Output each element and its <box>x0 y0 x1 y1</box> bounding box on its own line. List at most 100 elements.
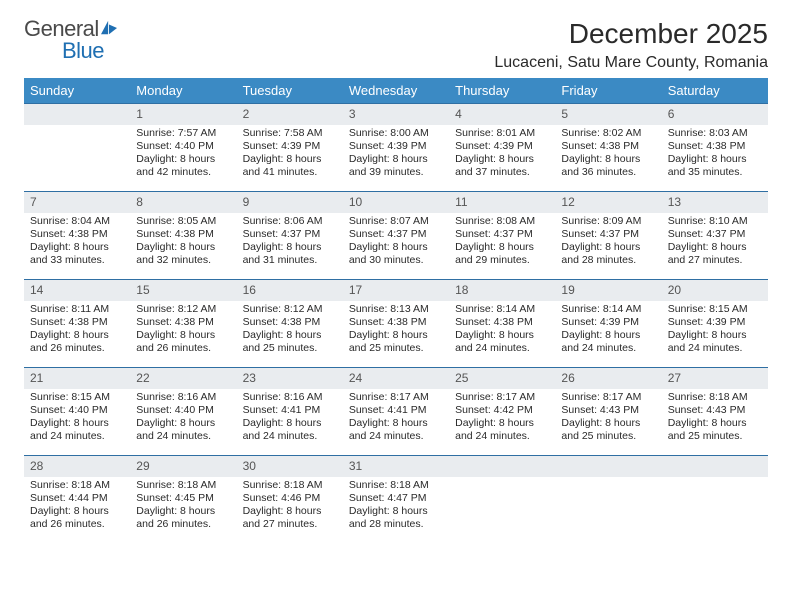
logo-text-blue: Blue <box>62 38 104 63</box>
sunrise-text: Sunrise: 8:06 AM <box>243 215 337 228</box>
sunset-text: Sunset: 4:39 PM <box>243 140 337 153</box>
daylight-text: Daylight: 8 hours and 25 minutes. <box>668 417 762 443</box>
cell-body <box>449 477 555 483</box>
daylight-text: Daylight: 8 hours and 24 minutes. <box>30 417 124 443</box>
daylight-text: Daylight: 8 hours and 42 minutes. <box>136 153 230 179</box>
cell-body: Sunrise: 8:13 AMSunset: 4:38 PMDaylight:… <box>343 301 449 360</box>
calendar-cell <box>555 455 661 543</box>
cell-body: Sunrise: 8:16 AMSunset: 4:40 PMDaylight:… <box>130 389 236 448</box>
logo-text-general: General <box>24 18 99 40</box>
daylight-text: Daylight: 8 hours and 27 minutes. <box>668 241 762 267</box>
calendar-cell: 31Sunrise: 8:18 AMSunset: 4:47 PMDayligh… <box>343 455 449 543</box>
day-number-bar: 21 <box>24 367 130 389</box>
day-number-bar: 18 <box>449 279 555 301</box>
cell-body: Sunrise: 8:18 AMSunset: 4:47 PMDaylight:… <box>343 477 449 536</box>
daylight-text: Daylight: 8 hours and 32 minutes. <box>136 241 230 267</box>
sunset-text: Sunset: 4:38 PM <box>668 140 762 153</box>
daylight-text: Daylight: 8 hours and 39 minutes. <box>349 153 443 179</box>
calendar-cell: 5Sunrise: 8:02 AMSunset: 4:38 PMDaylight… <box>555 103 661 191</box>
daylight-text: Daylight: 8 hours and 24 minutes. <box>455 329 549 355</box>
day-number-bar: 19 <box>555 279 661 301</box>
cell-body <box>24 125 130 131</box>
calendar-cell: 25Sunrise: 8:17 AMSunset: 4:42 PMDayligh… <box>449 367 555 455</box>
day-number-bar: 27 <box>662 367 768 389</box>
cell-body: Sunrise: 8:07 AMSunset: 4:37 PMDaylight:… <box>343 213 449 272</box>
sunset-text: Sunset: 4:38 PM <box>136 316 230 329</box>
sunrise-text: Sunrise: 8:15 AM <box>668 303 762 316</box>
sunset-text: Sunset: 4:38 PM <box>455 316 549 329</box>
day-number-bar: 29 <box>130 455 236 477</box>
sunrise-text: Sunrise: 8:03 AM <box>668 127 762 140</box>
sunset-text: Sunset: 4:38 PM <box>561 140 655 153</box>
daylight-text: Daylight: 8 hours and 26 minutes. <box>136 505 230 531</box>
daylight-text: Daylight: 8 hours and 28 minutes. <box>561 241 655 267</box>
sunrise-text: Sunrise: 8:02 AM <box>561 127 655 140</box>
location-subtitle: Lucaceni, Satu Mare County, Romania <box>494 54 768 72</box>
calendar-week-row: 21Sunrise: 8:15 AMSunset: 4:40 PMDayligh… <box>24 367 768 455</box>
daylight-text: Daylight: 8 hours and 24 minutes. <box>243 417 337 443</box>
sunset-text: Sunset: 4:39 PM <box>561 316 655 329</box>
weekday-header: Sunday <box>24 78 130 103</box>
sunrise-text: Sunrise: 8:15 AM <box>30 391 124 404</box>
sunset-text: Sunset: 4:39 PM <box>668 316 762 329</box>
sunrise-text: Sunrise: 8:18 AM <box>136 479 230 492</box>
sunrise-text: Sunrise: 8:14 AM <box>561 303 655 316</box>
sunrise-text: Sunrise: 8:04 AM <box>30 215 124 228</box>
calendar-week-row: 28Sunrise: 8:18 AMSunset: 4:44 PMDayligh… <box>24 455 768 543</box>
daylight-text: Daylight: 8 hours and 33 minutes. <box>30 241 124 267</box>
cell-body: Sunrise: 8:12 AMSunset: 4:38 PMDaylight:… <box>237 301 343 360</box>
day-number-bar: 16 <box>237 279 343 301</box>
day-number-bar: 1 <box>130 103 236 125</box>
sunrise-text: Sunrise: 8:00 AM <box>349 127 443 140</box>
weekday-header: Tuesday <box>237 78 343 103</box>
day-number-bar: 13 <box>662 191 768 213</box>
sunrise-text: Sunrise: 8:01 AM <box>455 127 549 140</box>
weekday-header: Saturday <box>662 78 768 103</box>
calendar-week-row: 1Sunrise: 7:57 AMSunset: 4:40 PMDaylight… <box>24 103 768 191</box>
day-number-bar: 14 <box>24 279 130 301</box>
day-number-bar: 10 <box>343 191 449 213</box>
calendar-cell: 12Sunrise: 8:09 AMSunset: 4:37 PMDayligh… <box>555 191 661 279</box>
cell-body: Sunrise: 8:14 AMSunset: 4:38 PMDaylight:… <box>449 301 555 360</box>
daylight-text: Daylight: 8 hours and 24 minutes. <box>455 417 549 443</box>
sunrise-text: Sunrise: 7:58 AM <box>243 127 337 140</box>
calendar-week-row: 14Sunrise: 8:11 AMSunset: 4:38 PMDayligh… <box>24 279 768 367</box>
day-number-bar: 6 <box>662 103 768 125</box>
calendar-cell: 6Sunrise: 8:03 AMSunset: 4:38 PMDaylight… <box>662 103 768 191</box>
daylight-text: Daylight: 8 hours and 28 minutes. <box>349 505 443 531</box>
day-number-bar: 15 <box>130 279 236 301</box>
weekday-header: Wednesday <box>343 78 449 103</box>
cell-body: Sunrise: 8:15 AMSunset: 4:39 PMDaylight:… <box>662 301 768 360</box>
cell-body: Sunrise: 8:03 AMSunset: 4:38 PMDaylight:… <box>662 125 768 184</box>
day-number-bar: 12 <box>555 191 661 213</box>
daylight-text: Daylight: 8 hours and 24 minutes. <box>561 329 655 355</box>
sunrise-text: Sunrise: 8:18 AM <box>349 479 443 492</box>
calendar-week-row: 7Sunrise: 8:04 AMSunset: 4:38 PMDaylight… <box>24 191 768 279</box>
sunset-text: Sunset: 4:37 PM <box>561 228 655 241</box>
cell-body <box>555 477 661 483</box>
day-number-bar: 17 <box>343 279 449 301</box>
calendar-cell: 16Sunrise: 8:12 AMSunset: 4:38 PMDayligh… <box>237 279 343 367</box>
sunset-text: Sunset: 4:38 PM <box>30 228 124 241</box>
sunrise-text: Sunrise: 8:18 AM <box>30 479 124 492</box>
cell-body <box>662 477 768 483</box>
calendar-body: 1Sunrise: 7:57 AMSunset: 4:40 PMDaylight… <box>24 103 768 543</box>
calendar-cell: 17Sunrise: 8:13 AMSunset: 4:38 PMDayligh… <box>343 279 449 367</box>
sunrise-text: Sunrise: 8:10 AM <box>668 215 762 228</box>
day-number-bar <box>555 455 661 477</box>
daylight-text: Daylight: 8 hours and 27 minutes. <box>243 505 337 531</box>
daylight-text: Daylight: 8 hours and 37 minutes. <box>455 153 549 179</box>
day-number-bar <box>24 103 130 125</box>
cell-body: Sunrise: 8:17 AMSunset: 4:43 PMDaylight:… <box>555 389 661 448</box>
weekday-header: Thursday <box>449 78 555 103</box>
logo: GeneralBlue <box>24 18 118 62</box>
daylight-text: Daylight: 8 hours and 25 minutes. <box>349 329 443 355</box>
sunrise-text: Sunrise: 8:12 AM <box>136 303 230 316</box>
sunset-text: Sunset: 4:37 PM <box>243 228 337 241</box>
calendar-cell: 9Sunrise: 8:06 AMSunset: 4:37 PMDaylight… <box>237 191 343 279</box>
sunrise-text: Sunrise: 8:05 AM <box>136 215 230 228</box>
day-number-bar: 4 <box>449 103 555 125</box>
sunrise-text: Sunrise: 8:16 AM <box>136 391 230 404</box>
sunset-text: Sunset: 4:42 PM <box>455 404 549 417</box>
calendar-cell: 8Sunrise: 8:05 AMSunset: 4:38 PMDaylight… <box>130 191 236 279</box>
